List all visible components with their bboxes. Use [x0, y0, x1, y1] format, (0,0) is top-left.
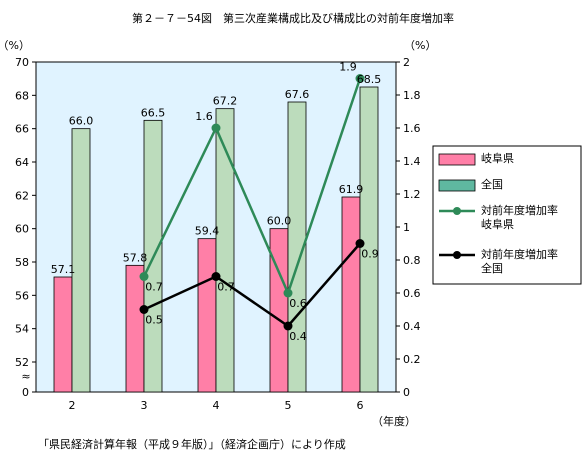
point-national-5 [283, 321, 293, 331]
legend-label: 対前年度増加率 [481, 247, 558, 261]
chart-title: 第２－７－54図 第三次産業構成比及び構成比の対前年度増加率 [132, 12, 454, 25]
bar-gifu-2 [53, 276, 73, 393]
point-national-4 [211, 272, 221, 281]
bar-gifu-4 [197, 238, 217, 393]
bar-label: 57.8 [123, 251, 148, 264]
legend-label: 対前年度増加率 [481, 203, 558, 217]
legend-label: 全国 [481, 261, 503, 275]
right-tick-label: 1.8 [403, 89, 421, 102]
right-tick-label: 2 [403, 56, 410, 69]
left-tick-label: 68 [15, 89, 29, 102]
right-tick-label: 0 [403, 386, 410, 399]
x-tick-label: 5 [285, 399, 292, 412]
left-tick-label: 54 [15, 323, 29, 336]
right-tick-label: 0.4 [403, 320, 421, 333]
point-national-3 [139, 305, 149, 314]
legend-label: 岐阜県 [481, 152, 514, 165]
data-labels-layer: 57.1 57.8 59.4 60.0 61.9 66.0 66.5 67.2 67.6 68.5… [51, 61, 382, 344]
bar-label: 61.9 [339, 183, 364, 196]
axes-layer: 052545658606264666870≈00.20.40.60.811.21… [0, 39, 436, 428]
legend-swatch-0 [438, 153, 476, 166]
right-tick-label: 0.8 [403, 254, 421, 267]
line-national-growth [143, 242, 361, 328]
left-tick-label: 64 [15, 156, 29, 169]
bar-label: 60.0 [267, 215, 292, 228]
left-tick-label: 66 [15, 123, 29, 136]
line-label: 0.9 [361, 248, 379, 261]
right-tick-label: 1 [403, 221, 410, 234]
bar-label: 67.2 [213, 95, 238, 108]
left-tick-label: 60 [15, 223, 29, 236]
line-label: 0.6 [289, 297, 307, 310]
legend-label: 全国 [481, 177, 503, 191]
bar-national-6 [359, 86, 379, 393]
bar-label: 66.0 [69, 115, 94, 128]
x-tick-label: 3 [141, 399, 148, 412]
point-gifu-3 [139, 272, 149, 281]
left-tick-label: 62 [15, 189, 29, 202]
point-gifu-6 [355, 74, 365, 83]
x-tick-label: 6 [357, 399, 364, 412]
point-gifu-4 [211, 123, 221, 133]
left-tick-label: 56 [15, 289, 29, 302]
lines-layer [139, 74, 365, 331]
point-national-6 [355, 239, 365, 248]
left-axis-unit: （%） [0, 39, 30, 52]
legend-marker-2 [453, 207, 461, 215]
legend-box [432, 145, 582, 285]
legend-swatch-1 [438, 179, 476, 192]
axis-break-mark: ≈ [21, 370, 30, 383]
left-tick-label: 0 [22, 386, 29, 399]
right-tick-label: 0.2 [403, 353, 421, 366]
legend-label: 岐阜県 [481, 218, 514, 231]
bar-label: 67.6 [285, 88, 310, 101]
legend-marker-3 [453, 251, 461, 259]
bar-national-4 [215, 108, 235, 393]
right-axis-unit: （%） [404, 39, 436, 52]
source-note: 「県民経済計算年報（平成９年版）」（経済企画庁）により作成 [38, 438, 346, 451]
bar-gifu-6 [341, 196, 361, 393]
bar-gifu-3 [125, 264, 145, 393]
point-gifu-5 [283, 288, 293, 298]
right-tick-label: 0.6 [403, 287, 421, 300]
bar-label: 57.1 [51, 263, 76, 276]
line-label: 1.6 [195, 110, 213, 123]
left-tick-label: 52 [15, 356, 29, 369]
line-gifu-growth [142, 78, 362, 297]
right-tick-label: 1.6 [403, 122, 421, 135]
line-label: 0.7 [145, 281, 163, 294]
line-label: 0.4 [289, 330, 307, 343]
line-label: 0.7 [217, 281, 235, 294]
x-tick-label: 4 [213, 399, 220, 412]
bar-label: 66.5 [141, 106, 166, 119]
bars-layer [53, 86, 379, 393]
x-axis-label: （年度） [372, 414, 416, 428]
x-tick-label: 2 [69, 399, 76, 412]
left-tick-label: 58 [15, 256, 29, 269]
bar-gifu-5 [269, 228, 289, 393]
line-label: 1.9 [339, 61, 357, 74]
right-tick-label: 1.4 [403, 155, 421, 168]
bar-label: 68.5 [357, 73, 382, 86]
line-label: 0.5 [145, 314, 163, 327]
bar-label: 59.4 [195, 225, 220, 238]
right-tick-label: 1.2 [403, 188, 421, 201]
bar-national-2 [71, 128, 91, 393]
left-tick-label: 70 [15, 56, 29, 69]
